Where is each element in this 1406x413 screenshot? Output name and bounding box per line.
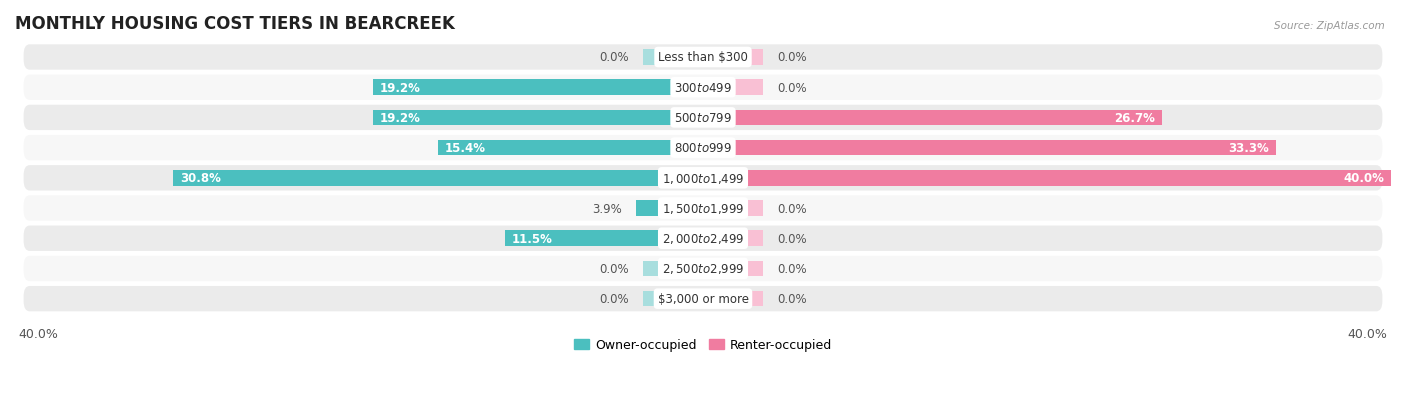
- Bar: [703, 261, 763, 277]
- Text: $1,000 to $1,499: $1,000 to $1,499: [662, 171, 744, 185]
- Text: $500 to $799: $500 to $799: [673, 112, 733, 125]
- Bar: [643, 50, 703, 66]
- Text: 0.0%: 0.0%: [778, 232, 807, 245]
- FancyBboxPatch shape: [24, 286, 1382, 311]
- Bar: [703, 291, 763, 307]
- Text: 26.7%: 26.7%: [1115, 112, 1156, 125]
- Bar: [439, 140, 703, 156]
- Text: 0.0%: 0.0%: [599, 51, 628, 64]
- Bar: [703, 80, 763, 96]
- Text: $300 to $499: $300 to $499: [673, 81, 733, 95]
- Bar: [703, 110, 1163, 126]
- Legend: Owner-occupied, Renter-occupied: Owner-occupied, Renter-occupied: [568, 334, 838, 356]
- Text: 15.4%: 15.4%: [446, 142, 486, 155]
- Text: 33.3%: 33.3%: [1227, 142, 1268, 155]
- Text: Less than $300: Less than $300: [658, 51, 748, 64]
- Text: 0.0%: 0.0%: [778, 81, 807, 95]
- Text: $2,000 to $2,499: $2,000 to $2,499: [662, 232, 744, 246]
- Bar: [703, 140, 1275, 156]
- FancyBboxPatch shape: [24, 256, 1382, 281]
- Bar: [636, 201, 703, 216]
- Text: 11.5%: 11.5%: [512, 232, 553, 245]
- Bar: [643, 261, 703, 277]
- FancyBboxPatch shape: [24, 135, 1382, 161]
- Bar: [173, 171, 703, 186]
- Text: 0.0%: 0.0%: [599, 262, 628, 275]
- Bar: [373, 110, 703, 126]
- Text: 19.2%: 19.2%: [380, 112, 420, 125]
- Bar: [703, 231, 763, 247]
- Text: 40.0%: 40.0%: [1348, 328, 1388, 340]
- Text: 40.0%: 40.0%: [1343, 172, 1384, 185]
- FancyBboxPatch shape: [24, 105, 1382, 131]
- Text: 3.9%: 3.9%: [592, 202, 623, 215]
- Text: 0.0%: 0.0%: [778, 262, 807, 275]
- Text: $1,500 to $1,999: $1,500 to $1,999: [662, 202, 744, 216]
- FancyBboxPatch shape: [24, 45, 1382, 71]
- Text: Source: ZipAtlas.com: Source: ZipAtlas.com: [1274, 21, 1385, 31]
- FancyBboxPatch shape: [24, 196, 1382, 221]
- Bar: [373, 80, 703, 96]
- Text: 19.2%: 19.2%: [380, 81, 420, 95]
- Bar: [703, 201, 763, 216]
- Text: 0.0%: 0.0%: [778, 202, 807, 215]
- Text: 40.0%: 40.0%: [18, 328, 58, 340]
- Text: $800 to $999: $800 to $999: [673, 142, 733, 155]
- Text: 30.8%: 30.8%: [180, 172, 221, 185]
- Text: $2,500 to $2,999: $2,500 to $2,999: [662, 262, 744, 276]
- Text: 0.0%: 0.0%: [599, 292, 628, 305]
- FancyBboxPatch shape: [24, 226, 1382, 252]
- Text: 0.0%: 0.0%: [778, 51, 807, 64]
- FancyBboxPatch shape: [24, 166, 1382, 191]
- FancyBboxPatch shape: [24, 75, 1382, 101]
- Text: 0.0%: 0.0%: [778, 292, 807, 305]
- Text: MONTHLY HOUSING COST TIERS IN BEARCREEK: MONTHLY HOUSING COST TIERS IN BEARCREEK: [15, 15, 456, 33]
- Text: $3,000 or more: $3,000 or more: [658, 292, 748, 305]
- Bar: [643, 291, 703, 307]
- Bar: [703, 171, 1391, 186]
- Bar: [703, 50, 763, 66]
- Bar: [505, 231, 703, 247]
